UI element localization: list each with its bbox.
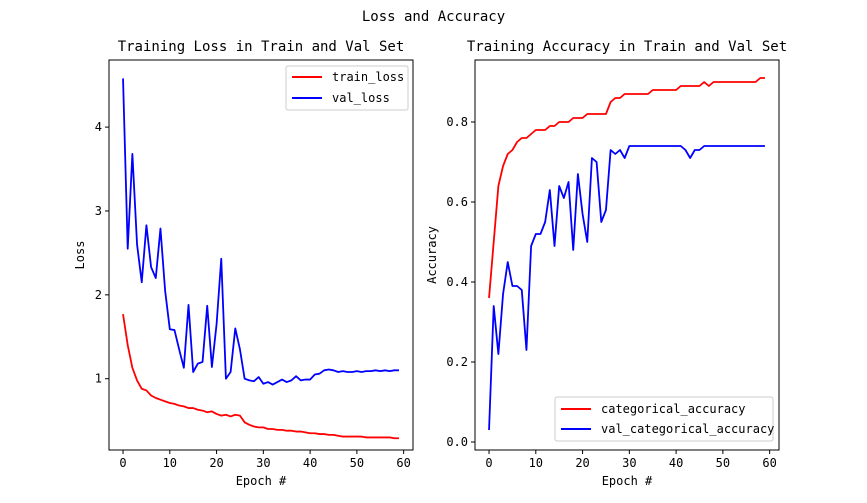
loss-ylabel: Loss <box>73 241 87 270</box>
accuracy-legend-label-train: categorical_accuracy <box>601 402 746 416</box>
accuracy-x-ticks: 0 10 20 30 40 50 60 <box>485 450 777 470</box>
accuracy-x-tick-label: 40 <box>669 456 683 470</box>
accuracy-y-tick-label: 0.2 <box>446 355 468 369</box>
accuracy-chart: Training Accuracy in Train and Val Set 0… <box>425 39 787 488</box>
loss-legend: train_loss val_loss <box>285 65 409 111</box>
accuracy-legend-box <box>554 396 774 442</box>
accuracy-x-tick-label: 20 <box>575 456 589 470</box>
loss-x-tick-label: 60 <box>396 456 410 470</box>
loss-x-tick-label: 20 <box>209 456 223 470</box>
accuracy-y-tick-label: 0.0 <box>446 435 468 449</box>
accuracy-x-tick-label: 10 <box>529 456 543 470</box>
loss-chart: Training Loss in Train and Val Set 0 10 20… <box>73 39 414 488</box>
accuracy-x-tick-label: 60 <box>762 456 776 470</box>
loss-x-ticks: 0 10 20 30 40 50 60 <box>119 450 411 470</box>
figure-suptitle: Loss and Accuracy <box>362 9 505 25</box>
loss-x-tick-label: 30 <box>256 456 270 470</box>
accuracy-y-ticks: 0.0 0.2 0.4 0.6 0.8 <box>446 115 475 449</box>
accuracy-xlabel: Epoch # <box>602 474 653 488</box>
accuracy-ylabel: Accuracy <box>425 226 439 284</box>
loss-x-tick-label: 50 <box>350 456 364 470</box>
loss-series <box>122 78 399 440</box>
loss-series-val-loss <box>122 78 399 386</box>
loss-x-tick-label: 0 <box>119 456 126 470</box>
accuracy-series-categorical-accuracy <box>488 77 765 299</box>
loss-x-tick-label: 40 <box>303 456 317 470</box>
accuracy-y-tick-label: 0.6 <box>446 195 468 209</box>
accuracy-chart-title: Training Accuracy in Train and Val Set <box>467 39 787 55</box>
accuracy-legend: categorical_accuracy val_categorical_acc… <box>554 396 774 442</box>
loss-series-train-loss <box>122 313 399 440</box>
accuracy-plot-frame <box>474 59 780 451</box>
accuracy-y-tick-label: 0.4 <box>446 275 468 289</box>
loss-y-tick-label: 1 <box>95 372 102 386</box>
loss-x-tick-label: 10 <box>163 456 177 470</box>
loss-plot-frame <box>108 59 414 451</box>
loss-y-tick-label: 4 <box>95 120 102 134</box>
accuracy-x-tick-label: 50 <box>716 456 730 470</box>
loss-legend-label-train: train_loss <box>332 70 404 84</box>
accuracy-legend-label-val: val_categorical_accuracy <box>601 422 774 436</box>
accuracy-x-tick-label: 30 <box>622 456 636 470</box>
accuracy-series-val-categorical-accuracy <box>488 145 765 431</box>
accuracy-x-tick-label: 0 <box>485 456 492 470</box>
loss-xlabel: Epoch # <box>236 474 287 488</box>
loss-legend-label-val: val_loss <box>332 91 390 105</box>
loss-chart-title: Training Loss in Train and Val Set <box>118 39 405 55</box>
accuracy-series <box>488 77 765 431</box>
accuracy-y-tick-label: 0.8 <box>446 115 468 129</box>
loss-y-tick-label: 2 <box>95 288 102 302</box>
loss-y-ticks: 1 2 3 4 <box>95 120 109 386</box>
loss-y-tick-label: 3 <box>95 204 102 218</box>
